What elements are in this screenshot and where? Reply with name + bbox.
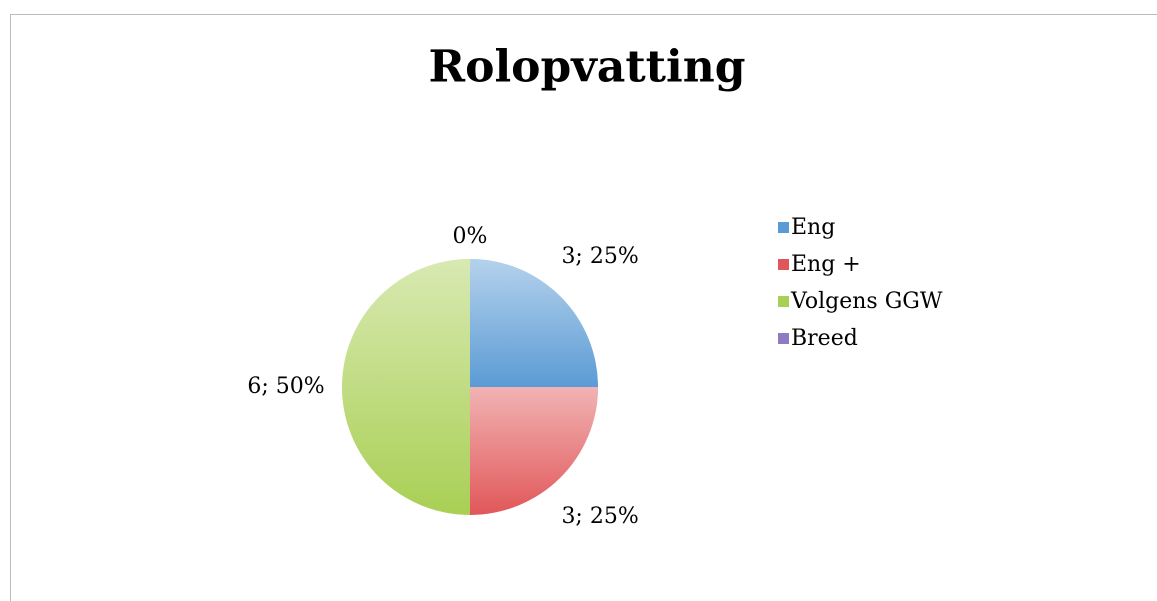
legend-label: Eng +: [791, 252, 861, 277]
slice-shine: [342, 259, 470, 515]
slice-shine: [470, 387, 598, 515]
chart-border: [10, 14, 1157, 601]
legend-swatch: [778, 222, 789, 233]
data-label: 3; 25%: [561, 504, 638, 529]
legend-label: Breed: [791, 326, 858, 351]
chart-title: Rolopvatting: [429, 42, 746, 93]
legend-label: Volgens GGW: [790, 289, 943, 314]
data-label: 0%: [453, 224, 488, 249]
data-label: 6; 50%: [247, 374, 324, 399]
legend-swatch: [778, 259, 789, 270]
slice-shine: [470, 259, 598, 387]
data-label: 3; 25%: [561, 244, 638, 269]
legend-label: Eng: [791, 215, 835, 240]
legend-swatch: [778, 333, 789, 344]
legend-swatch: [778, 296, 789, 307]
